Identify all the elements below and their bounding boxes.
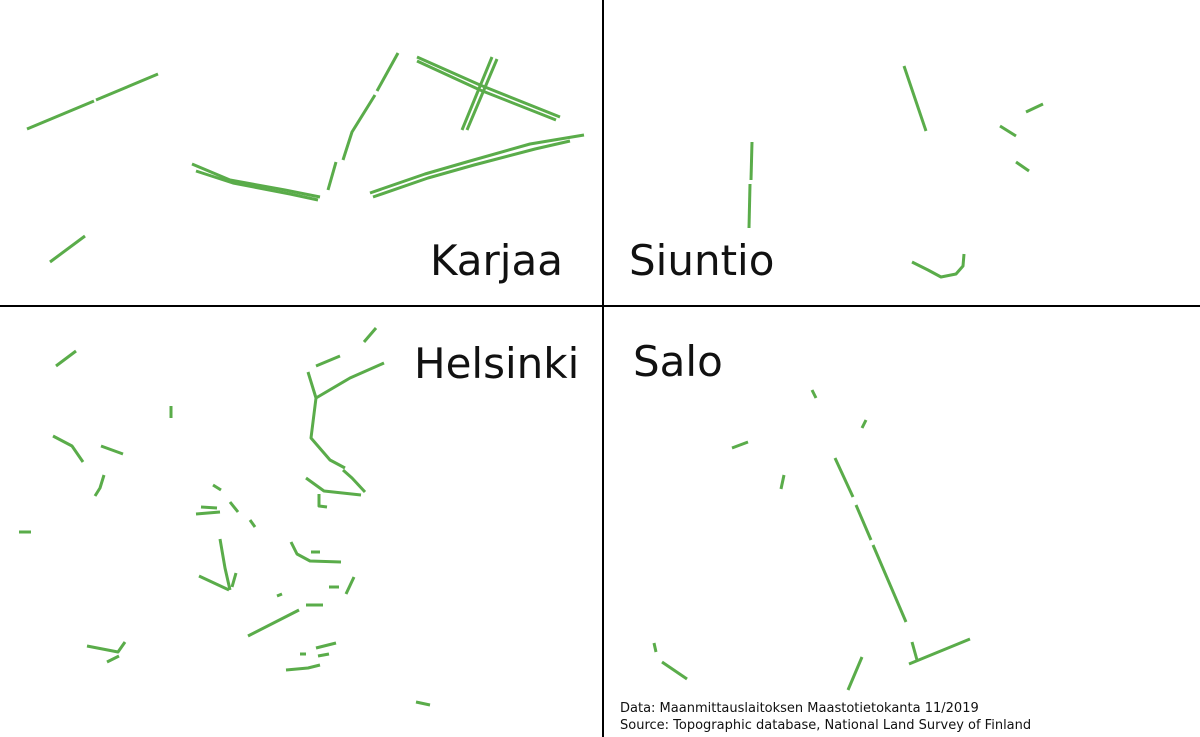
panel-label-salo: Salo [633,337,723,386]
salo-features [652,389,971,691]
line-features [19,52,1044,707]
panel-label-siuntio: Siuntio [629,236,775,285]
panel-label-helsinki: Helsinki [414,339,580,388]
siuntio-features [747,65,1044,279]
karjaa-features [26,52,585,264]
helsinki-features [19,327,431,707]
panel-label-karjaa: Karjaa [430,236,563,285]
data-credit-line: Data: Maanmittauslaitoksen Maastotietoka… [620,701,979,716]
source-credit-line: Source: Topographic database, National L… [620,718,1032,733]
